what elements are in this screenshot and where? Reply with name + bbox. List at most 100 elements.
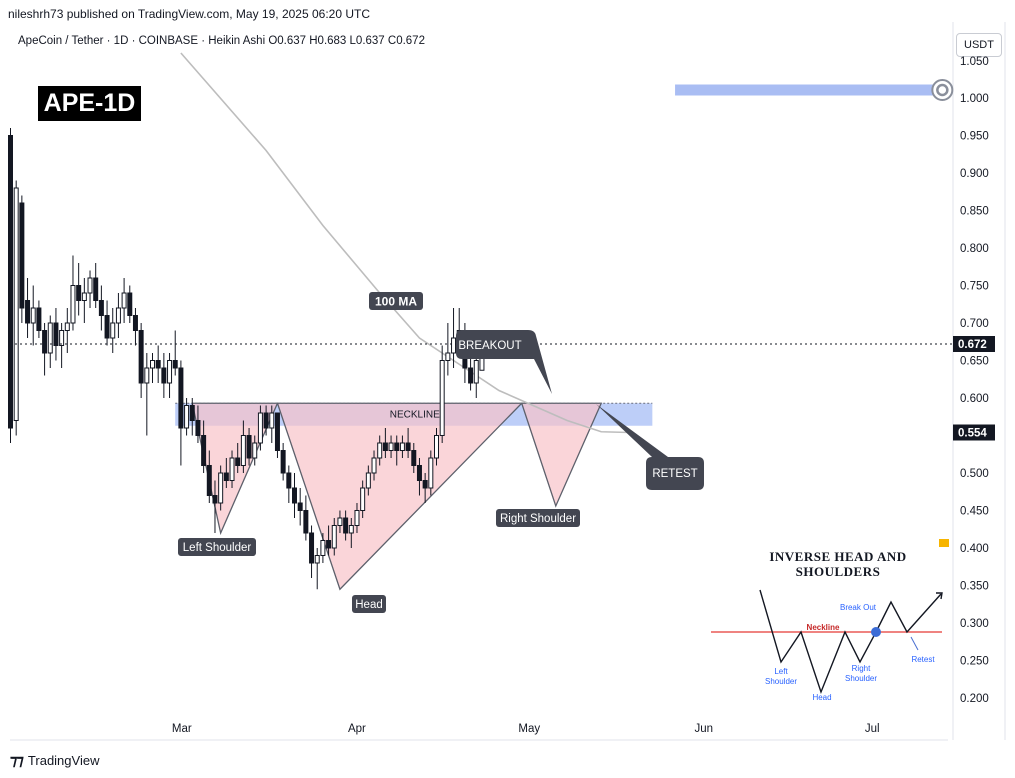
candle [240,420,246,473]
head-triangle [276,402,524,591]
candle [451,308,457,368]
candle-body [167,360,173,384]
candle [161,353,167,398]
candle [365,465,371,496]
inset-retest-pointer [910,636,919,651]
inset-breakout-dot [871,627,881,637]
candle [81,278,87,323]
candle-body [354,510,360,526]
price-tick-label: 0.700 [960,318,989,330]
price-tick-label: 0.650 [960,356,989,368]
candle [189,398,195,436]
candle-body [320,540,326,556]
candle-body [388,442,394,451]
candle-body [240,435,246,466]
candle [201,420,207,473]
candle [280,443,286,481]
candle-body [411,450,417,466]
candle-body [416,465,422,481]
left-shoulder-label-text: Left Shoulder [183,542,252,554]
inset-left-label-2: Shoulder [765,677,797,686]
candle [59,323,65,368]
candle [93,263,99,308]
candle [121,278,127,323]
candle [42,323,48,376]
ma100-line [180,52,630,434]
candle-body [405,442,411,451]
candle [252,435,258,466]
candle-body [280,450,286,474]
candle-body [201,435,207,466]
candle-body [104,315,110,339]
candle-body [36,307,42,331]
candle-body [377,442,383,459]
candle-body [468,367,474,384]
candle [309,525,315,578]
candle [70,255,76,331]
candle [394,435,400,466]
tradingview-logo-icon: ⁊⁊ [10,752,24,769]
candle [468,353,474,391]
candle [416,458,422,496]
candle [19,195,25,323]
price-label-text: 0.554 [958,428,987,440]
price-tick-label-partial: 1.050 [960,56,989,68]
candle [206,450,212,503]
candle-body [445,352,451,361]
candle-body [53,322,59,346]
candle-body [64,322,70,331]
inset-arrow-icon [936,592,943,600]
candle [377,435,383,466]
candle-body [47,322,53,354]
ma100-label-text: 100 MA [375,294,417,308]
candle [360,480,366,518]
candle [30,285,36,346]
candle-body [121,292,127,309]
candle-body [150,360,155,369]
inset-pattern-line [759,589,942,695]
candle [439,345,445,443]
target-icon [931,79,954,101]
candle-body [144,367,150,384]
price-tick-label: 1.000 [960,93,989,105]
symbol-info-line: ApeCoin / Tether · 1D · COINBASE · Heiki… [18,35,425,47]
candle-body [8,135,13,429]
candle-body [59,330,65,346]
alert-icon [939,539,949,547]
neckline-label: NECKLINE [390,409,440,420]
target-icon-inner [936,83,949,97]
candle-body [127,292,133,316]
candle-body [93,277,99,301]
candle [218,465,224,511]
candle [195,405,201,443]
candle [274,412,280,458]
published-line: nileshrh73 published on TradingView.com,… [8,7,370,21]
candle-body [439,360,445,436]
candle-body [428,457,434,489]
candle [132,308,138,346]
candle-body [309,532,315,564]
candle-body [257,412,263,444]
candle-body [343,517,349,534]
candle [428,450,434,496]
candle-body [115,307,121,324]
candle [150,353,155,383]
candle [47,315,53,368]
candle-body [331,525,337,549]
currency-button[interactable]: USDT [956,33,1002,57]
time-tick-label: Jul [865,723,880,735]
candle [326,525,332,556]
time-tick-label: Jun [694,723,713,735]
candle-body [138,330,144,384]
candle [36,300,42,338]
price-tick-label: 0.400 [960,543,989,555]
inset-head-label: Head [812,693,831,702]
candle-body [110,322,116,339]
ma100-label-box [369,292,423,310]
breakout-text: BREAKOUT [458,340,521,352]
candle-body [451,337,457,354]
right-shoulder-label-text: Right Shoulder [500,513,576,525]
candle [286,465,292,503]
candle-body [98,300,104,316]
